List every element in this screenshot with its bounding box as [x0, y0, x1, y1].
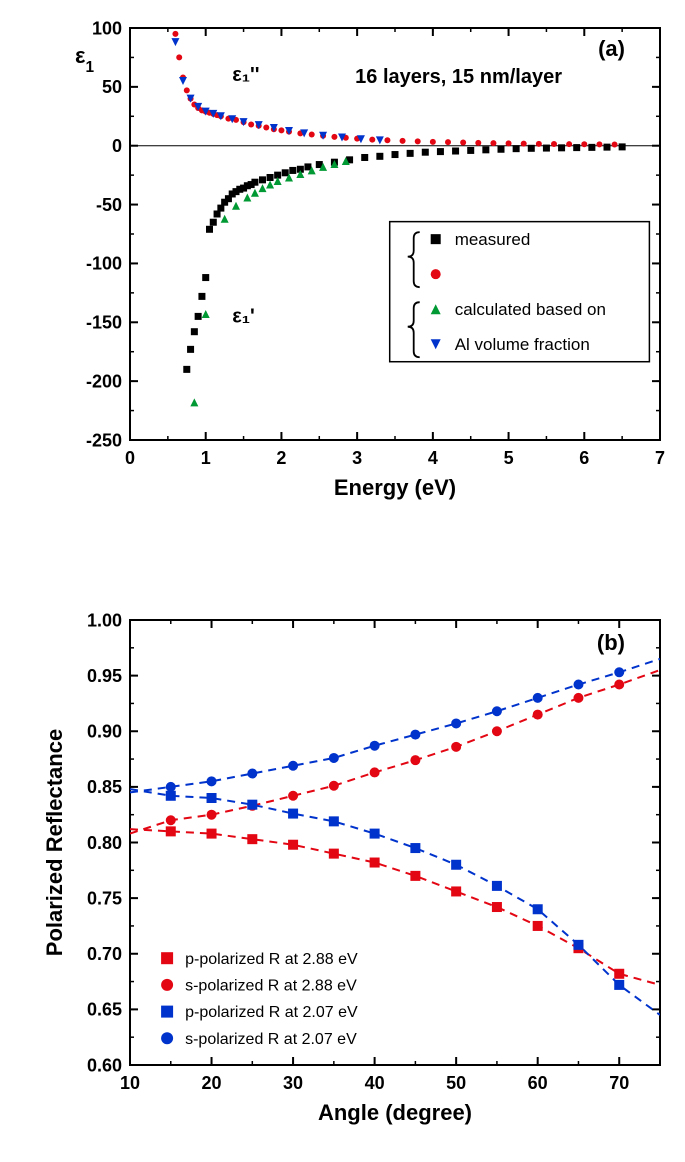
svg-text:Polarized Reflectance: Polarized Reflectance [42, 729, 67, 956]
svg-text:0.80: 0.80 [87, 833, 122, 853]
svg-text:50: 50 [102, 77, 122, 97]
svg-text:0.95: 0.95 [87, 666, 122, 686]
svg-text:0.60: 0.60 [87, 1055, 122, 1075]
svg-text:p-polarized R at 2.88 eV: p-polarized R at 2.88 eV [185, 951, 358, 968]
svg-text:7: 7 [655, 448, 665, 468]
svg-text:ε1: ε1 [75, 43, 94, 76]
svg-text:5: 5 [504, 448, 514, 468]
svg-text:ε₁': ε₁' [232, 305, 255, 327]
svg-text:100: 100 [92, 18, 122, 38]
svg-text:-200: -200 [86, 371, 122, 391]
svg-text:-150: -150 [86, 313, 122, 333]
svg-text:4: 4 [428, 448, 438, 468]
svg-text:Angle (degree): Angle (degree) [318, 1100, 472, 1125]
svg-text:60: 60 [528, 1073, 548, 1093]
svg-text:3: 3 [352, 448, 362, 468]
svg-text:s-polarized R at 2.88 eV: s-polarized R at 2.88 eV [185, 978, 357, 995]
svg-text:0: 0 [112, 136, 122, 156]
svg-text:40: 40 [365, 1073, 385, 1093]
svg-text:16 layers, 15 nm/layer: 16 layers, 15 nm/layer [355, 66, 562, 88]
svg-text:0.70: 0.70 [87, 944, 122, 964]
svg-text:1: 1 [201, 448, 211, 468]
svg-text:0: 0 [125, 448, 135, 468]
svg-text:0.90: 0.90 [87, 722, 122, 742]
svg-text:(a): (a) [598, 36, 625, 61]
svg-text:Al volume fraction: Al volume fraction [455, 335, 590, 354]
svg-text:measured: measured [455, 230, 531, 249]
panel-b: 10 20 30 40 50 60 70 0.60 0.65 0.70 0.75 0.80 0.85 0.… [35, 605, 675, 1145]
svg-text:-50: -50 [96, 195, 122, 215]
svg-text:-100: -100 [86, 254, 122, 274]
svg-text:50: 50 [446, 1073, 466, 1093]
svg-text:Energy (eV): Energy (eV) [334, 475, 456, 500]
svg-text:(b): (b) [597, 630, 625, 655]
svg-text:30: 30 [283, 1073, 303, 1093]
svg-text:s-polarized R at 2.07 eV: s-polarized R at 2.07 eV [185, 1031, 357, 1048]
panel-a: 0 1 2 3 4 5 6 7 -250 -200 -150 -100 -50 0 50 100 ε1 Energ… [35, 10, 675, 520]
svg-text:10: 10 [120, 1073, 140, 1093]
svg-text:70: 70 [609, 1073, 629, 1093]
svg-text:0.85: 0.85 [87, 777, 122, 797]
svg-text:0.65: 0.65 [87, 1000, 122, 1020]
svg-text:calculated based on: calculated based on [455, 300, 606, 319]
figure-page: 0 1 2 3 4 5 6 7 -250 -200 -150 -100 -50 0 50 100 ε1 Energ… [0, 0, 685, 1162]
svg-text:1.00: 1.00 [87, 610, 122, 630]
svg-text:-250: -250 [86, 430, 122, 450]
svg-text:ε₁'': ε₁'' [232, 64, 259, 86]
svg-text:2: 2 [276, 448, 286, 468]
svg-text:p-polarized R at 2.07 eV: p-polarized R at 2.07 eV [185, 1004, 358, 1021]
svg-text:0.75: 0.75 [87, 888, 122, 908]
svg-text:20: 20 [202, 1073, 222, 1093]
svg-text:6: 6 [579, 448, 589, 468]
